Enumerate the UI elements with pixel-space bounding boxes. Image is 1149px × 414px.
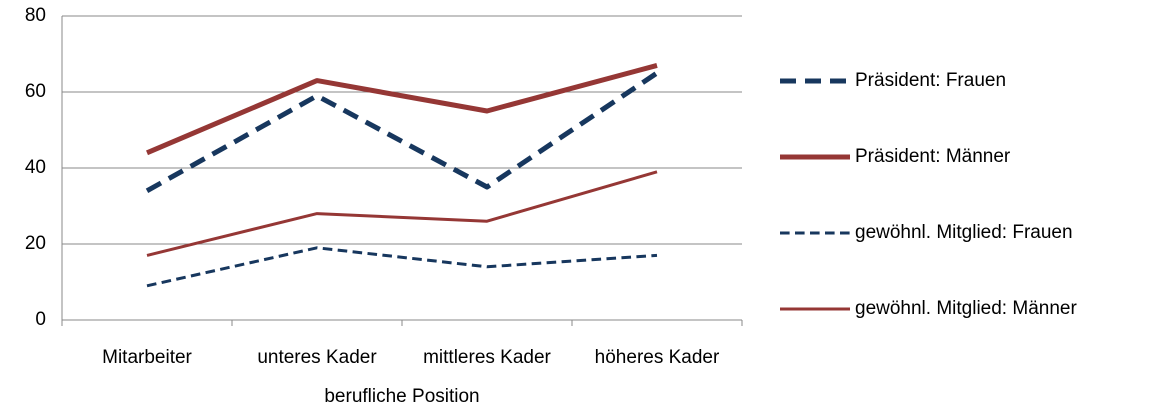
legend-label: gewöhnl. Mitglied: Frauen <box>855 222 1073 243</box>
x-tick-label: mittleres Kader <box>423 347 551 368</box>
x-tick-label: Mitarbeiter <box>102 347 192 368</box>
x-tick-label: unteres Kader <box>257 347 377 368</box>
y-tick-label: 20 <box>25 233 46 254</box>
y-tick-label: 0 <box>35 309 46 330</box>
y-tick-label: 40 <box>25 157 46 178</box>
series-line <box>146 246 658 288</box>
x-tick-label: höheres Kader <box>595 347 720 368</box>
series-line <box>146 62 658 156</box>
series-line <box>146 170 658 257</box>
series-line <box>145 70 659 193</box>
legend-label: gewöhnl. Mitglied: Männer <box>855 298 1077 319</box>
y-tick-label: 80 <box>25 5 46 26</box>
y-tick-label: 60 <box>25 81 46 102</box>
x-axis-title: berufliche Position <box>324 386 479 407</box>
legend-label: Präsident: Männer <box>855 146 1011 167</box>
legend-label: Präsident: Frauen <box>855 70 1006 91</box>
